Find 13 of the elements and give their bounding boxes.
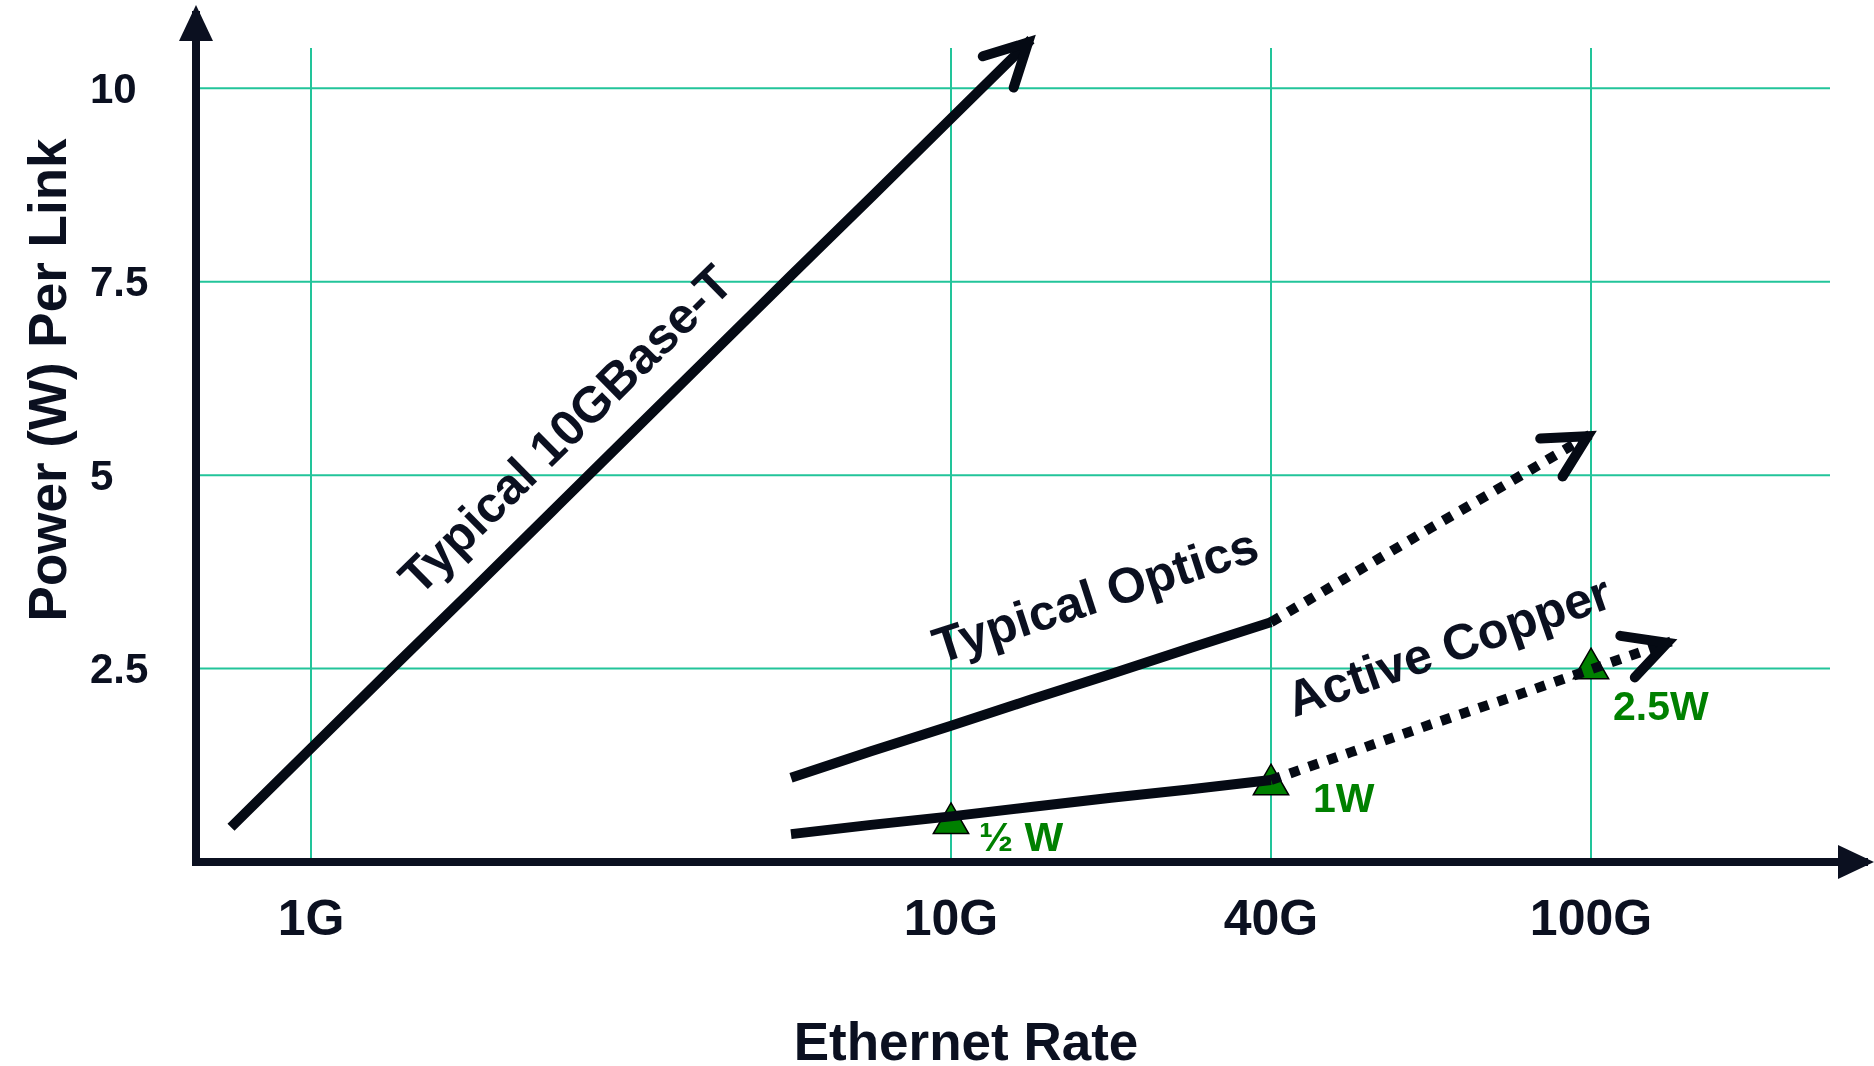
y-axis-title: Power (W) Per Link bbox=[18, 138, 77, 622]
x-tick-label: 10G bbox=[903, 890, 999, 946]
x-axis-title: Ethernet Rate bbox=[793, 1012, 1139, 1066]
data-label: 2.5W bbox=[1613, 682, 1709, 729]
y-tick-label: 5 bbox=[90, 451, 114, 499]
data-label: ½ W bbox=[979, 814, 1064, 861]
x-tick-label: 100G bbox=[1529, 890, 1653, 946]
x-tick-label: 1G bbox=[277, 890, 345, 946]
y-tick-label: 7.5 bbox=[90, 258, 149, 306]
y-tick-label: 10 bbox=[90, 65, 137, 113]
y-tick-label: 2.5 bbox=[90, 645, 149, 693]
x-tick-label: 40G bbox=[1223, 890, 1319, 946]
data-label: 1W bbox=[1313, 774, 1375, 821]
